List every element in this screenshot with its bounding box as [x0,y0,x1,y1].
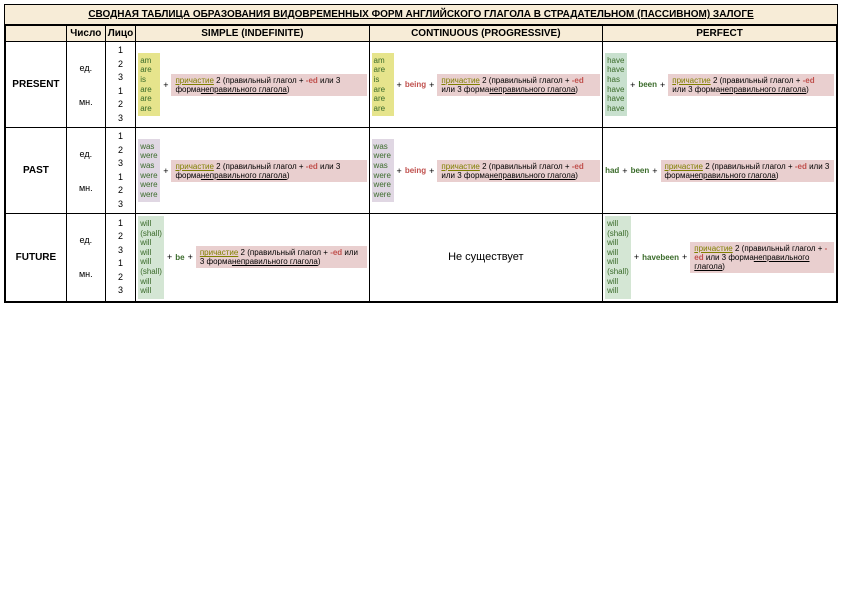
plus: + [681,252,688,262]
title: СВОДНАЯ ТАБЛИЦА ОБРАЗОВАНИЯ ВИДОВРЕМЕННЫ… [5,5,837,25]
aux-present-be: amareisareareare [372,53,394,117]
aux-past-be: waswerewaswerewerewere [138,139,160,203]
aux-future-be: will(shall)willwillwill(shall)willwill [138,216,164,299]
sg: ед. [69,223,103,257]
participle-block: причастие 2 (правильный глагол + -ed или… [171,160,366,182]
past-row: PAST ед. мн. 1 2 3 1 2 3 waswerewaswerew… [6,128,837,214]
plus: + [428,80,435,90]
aux-present-have: havehavehashavehavehave [605,53,627,117]
aux-had: had [605,166,619,175]
future-continuous: Не существует [369,214,603,302]
present-simple: amareisareareare + причастие 2 (правильн… [136,42,369,128]
past-simple: waswerewaswerewerewere + причастие 2 (пр… [136,128,369,214]
aux-past-be: waswerewaswerewerewere [372,139,394,203]
past-continuous: waswerewaswerewerewere +being + причасти… [369,128,603,214]
participle-block: причастие 2 (правильный глагол + -ed или… [196,246,367,268]
sg: ед. [69,51,103,85]
number-header: Число [66,26,105,42]
present-number: ед. мн. [66,42,105,128]
plus: + [659,80,666,90]
past-person: 1 2 3 1 2 3 [105,128,135,214]
future-perfect: will(shall)willwillwill(shall)willwill +… [603,214,837,302]
grid: Число Лицо SIMPLE (INDEFINITE) CONTINUOU… [5,25,837,302]
future-simple: will(shall)willwillwill(shall)willwill +… [136,214,369,302]
simple-header: SIMPLE (INDEFINITE) [136,26,369,42]
future-row: FUTURE ед. мн. 1 2 3 1 2 3 will(shall)wi… [6,214,837,302]
plus: + [428,166,435,176]
pl: мн. [69,85,103,119]
future-person: 1 2 3 1 2 3 [105,214,135,302]
participle-block: причастие 2 (правильный глагол + -ed или… [437,160,600,182]
summary-table: СВОДНАЯ ТАБЛИЦА ОБРАЗОВАНИЯ ВИДОВРЕМЕННЫ… [4,4,838,303]
plus: + [621,166,628,176]
been-label: been [631,166,650,175]
header-row: Число Лицо SIMPLE (INDEFINITE) CONTINUOU… [6,26,837,42]
perfect-header: PERFECT [603,26,837,42]
pl: мн. [69,171,103,205]
been-label: been [638,80,657,89]
past-perfect: had +been + причастие 2 (правильный глаг… [603,128,837,214]
plus: + [396,166,403,176]
plus: + [166,252,173,262]
pl: мн. [69,257,103,291]
present-label: PRESENT [6,42,67,128]
plus: + [633,252,640,262]
havebeen-label: havebeen [642,253,679,262]
future-number: ед. мн. [66,214,105,302]
past-label: PAST [6,128,67,214]
present-row: PRESENT ед. мн. 1 2 3 1 2 3 amareisarear… [6,42,837,128]
plus: + [651,166,658,176]
person-header: Лицо [105,26,135,42]
plus: + [162,166,169,176]
past-number: ед. мн. [66,128,105,214]
present-perfect: havehavehashavehavehave +been + причасти… [603,42,837,128]
aux-future-be: will(shall)willwillwill(shall)willwill [605,216,631,299]
being-label: being [405,166,426,175]
be-label: be [175,253,184,262]
aux-present-be: amareisareareare [138,53,160,117]
present-person: 1 2 3 1 2 3 [105,42,135,128]
sg: ед. [69,137,103,171]
participle-block: причастие 2 (правильный глагол + -ed или… [690,242,834,273]
participle-block: причастие 2 (правильный глагол + -ed или… [661,160,835,182]
blank-header [6,26,67,42]
present-continuous: amareisareareare +being + причастие 2 (п… [369,42,603,128]
continuous-header: CONTINUOUS (PROGRESSIVE) [369,26,603,42]
plus: + [162,80,169,90]
participle-block: причастие 2 (правильный глагол + -ed или… [668,74,834,96]
participle-block: причастие 2 (правильный глагол + -ed или… [171,74,366,96]
plus: + [187,252,194,262]
participle-block: причастие 2 (правильный глагол + -ed или… [437,74,600,96]
plus: + [629,80,636,90]
being-label: being [405,80,426,89]
plus: + [396,80,403,90]
future-label: FUTURE [6,214,67,302]
